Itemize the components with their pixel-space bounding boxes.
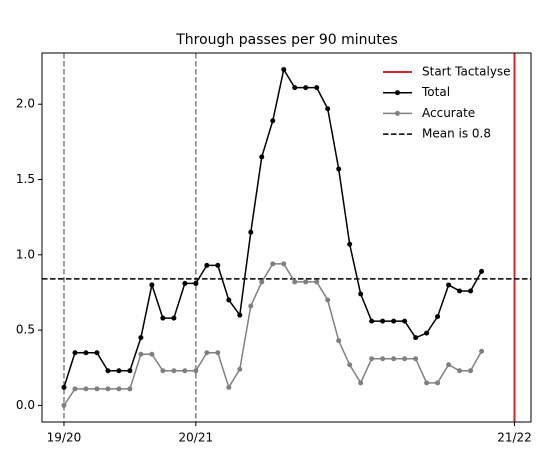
- point: [424, 380, 430, 386]
- point: [204, 262, 210, 268]
- point: [325, 106, 331, 112]
- point: [380, 318, 386, 324]
- point: [237, 366, 243, 372]
- y-tick-label: 2.0: [16, 97, 35, 111]
- legend-label: Accurate: [422, 106, 475, 120]
- point: [457, 288, 463, 294]
- x-tick-label: 20/21: [179, 431, 214, 445]
- point: [149, 351, 155, 357]
- point: [435, 314, 441, 320]
- point: [182, 368, 188, 374]
- point: [270, 261, 276, 267]
- point: [226, 384, 232, 390]
- y-tick-label: 1.5: [16, 172, 35, 186]
- point: [116, 368, 122, 374]
- point: [83, 386, 89, 392]
- point: [72, 386, 78, 392]
- point: [138, 335, 144, 341]
- point: [94, 350, 100, 356]
- point: [446, 282, 452, 288]
- series-line: [63, 263, 483, 406]
- point: [402, 356, 408, 362]
- point: [369, 356, 375, 362]
- point: [292, 85, 298, 91]
- point: [380, 356, 386, 362]
- legend-label: Total: [421, 85, 450, 99]
- chart-title: Through passes per 90 minutes: [175, 32, 398, 48]
- plot-frame: [41, 52, 532, 423]
- legend-label: Start Tactalyse: [422, 65, 511, 79]
- point: [303, 279, 309, 285]
- point: [435, 380, 441, 386]
- point: [105, 386, 111, 392]
- point: [72, 350, 78, 356]
- point: [127, 386, 133, 392]
- point: [94, 386, 100, 392]
- point: [171, 315, 177, 321]
- point: [204, 350, 210, 356]
- point: [292, 279, 298, 285]
- point: [358, 291, 364, 297]
- point: [270, 118, 276, 124]
- point: [248, 303, 254, 309]
- point: [281, 261, 287, 267]
- point: [336, 166, 342, 172]
- x-tick-label: 21/22: [497, 431, 532, 445]
- point: [336, 338, 342, 344]
- point: [281, 67, 287, 73]
- point: [457, 368, 463, 374]
- point: [314, 279, 320, 285]
- point: [138, 351, 144, 357]
- point: [237, 312, 243, 318]
- point: [413, 356, 419, 362]
- point: [83, 350, 89, 356]
- point: [391, 318, 397, 324]
- legend-marker: [395, 90, 400, 96]
- legend-label: Mean is 0.8: [422, 127, 491, 141]
- point: [160, 315, 166, 321]
- point: [193, 280, 199, 286]
- y-tick-label: 0.5: [16, 323, 35, 337]
- point: [314, 85, 320, 91]
- point: [347, 362, 353, 368]
- legend-marker: [395, 110, 400, 116]
- point: [468, 368, 474, 374]
- point: [303, 85, 309, 91]
- point: [369, 318, 375, 324]
- y-tick-label: 0.0: [16, 398, 35, 412]
- point: [259, 154, 265, 160]
- point: [116, 386, 122, 392]
- point: [127, 368, 133, 374]
- point: [259, 279, 265, 285]
- point: [215, 262, 221, 268]
- point: [424, 330, 430, 336]
- point: [160, 368, 166, 374]
- point: [182, 280, 188, 286]
- point: [193, 368, 199, 374]
- point: [325, 297, 331, 303]
- point: [479, 268, 485, 274]
- x-tick-label: 19/20: [47, 431, 82, 445]
- y-tick-label: 1.0: [16, 247, 35, 261]
- point: [446, 362, 452, 368]
- point: [149, 282, 155, 288]
- point: [391, 356, 397, 362]
- point: [479, 348, 485, 354]
- point: [248, 229, 254, 235]
- point: [105, 368, 111, 374]
- point: [215, 350, 221, 356]
- point: [347, 241, 353, 247]
- point: [413, 335, 419, 341]
- series-line: [63, 67, 483, 388]
- point: [402, 318, 408, 324]
- point: [61, 402, 67, 408]
- point: [61, 384, 67, 390]
- point: [358, 380, 364, 386]
- point: [171, 368, 177, 374]
- point: [226, 297, 232, 303]
- point: [468, 288, 474, 294]
